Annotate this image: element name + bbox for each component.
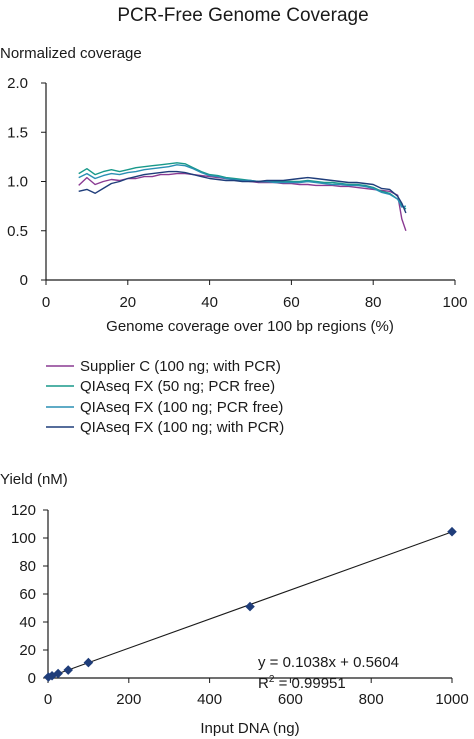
chart1-y-tick-label: 0 [20, 272, 28, 289]
chart2-axes: 0 20 40 60 80 100 120 0 200 400 600 800 1000 [11, 502, 469, 708]
fit-equation: y = 0.1038x + 0.5604 [258, 654, 399, 671]
chart2-y-tick-label: 0 [28, 670, 36, 687]
series-line-qiaseq-100-pcr-free [78, 164, 407, 208]
chart2-x-tick-label: 0 [44, 691, 52, 708]
chart2-x-tick-label: 1000 [435, 691, 468, 708]
chart1-x-axis-label: Genome coverage over 100 bp regions (%) [106, 318, 394, 335]
fit-r-squared-exponent: 2 [269, 674, 275, 685]
chart1-x-tick-label: 100 [442, 294, 467, 311]
series-line-qiaseq-100-with-pcr [78, 170, 407, 214]
legend-label-qiaseq-100-with-pcr: QIAseq FX (100 ng; with PCR) [80, 419, 284, 436]
chart1-plot-lines [78, 162, 407, 232]
chart1-x-tick-label: 60 [283, 294, 300, 311]
legend-label-qiaseq-100-pcr-free: QIAseq FX (100 ng; PCR free) [80, 399, 283, 416]
data-point-diamond [63, 665, 73, 675]
chart1-legend: Supplier C (100 ng; with PCR) QIAseq FX … [46, 358, 284, 436]
chart2-x-tick-label: 600 [278, 691, 303, 708]
chart1-axes: 0 0.5 1.0 1.5 2.0 0 20 40 60 80 100 [7, 75, 467, 311]
chart2-y-tick-label: 20 [19, 642, 36, 659]
fit-r-squared: R2 = 0.99951 [258, 674, 346, 692]
fit-r-squared-symbol: R [258, 675, 269, 692]
data-point-diamond [43, 672, 54, 682]
legend-label-qiaseq-50-pcr-free: QIAseq FX (50 ng; PCR free) [80, 378, 275, 395]
legend-label-supplier-c: Supplier C (100 ng; with PCR) [80, 358, 281, 375]
chart2-y-tick-label: 120 [11, 502, 36, 519]
chart1-x-tick-label: 40 [201, 294, 218, 311]
chart1-x-tick-label: 0 [42, 294, 50, 311]
chart2-x-tick-label: 200 [116, 691, 141, 708]
chart1-title: PCR-Free Genome Coverage [117, 5, 368, 26]
chart2-x-axis-label: Input DNA (ng) [200, 720, 299, 737]
data-point-diamond [53, 668, 63, 679]
chart1-y-axis-label: Normalized coverage [0, 45, 142, 62]
chart1-y-tick-label: 2.0 [7, 75, 28, 92]
chart1-x-tick-label: 80 [365, 294, 382, 311]
chart1-y-tick-label: 1.0 [7, 174, 28, 191]
chart1-x-tick-label: 20 [119, 294, 136, 311]
chart2-y-tick-label: 40 [19, 614, 36, 631]
chart2-y-tick-label: 80 [19, 558, 36, 575]
chart2-y-tick-label: 60 [19, 586, 36, 603]
chart2-x-tick-label: 400 [197, 691, 222, 708]
chart1-y-tick-label: 0.5 [7, 223, 28, 240]
chart2-data-points [43, 526, 457, 682]
data-point-diamond [245, 601, 255, 612]
data-point-diamond [83, 657, 94, 668]
data-point-diamond [447, 526, 457, 537]
chart1-y-tick-label: 1.5 [7, 124, 28, 141]
chart2-y-tick-label: 100 [11, 530, 36, 547]
chart2-x-tick-label: 800 [359, 691, 384, 708]
chart2-y-axis-label: Yield (nM) [0, 471, 68, 488]
data-point-diamond [47, 670, 57, 681]
fit-r-squared-value: = 0.99951 [274, 675, 345, 692]
